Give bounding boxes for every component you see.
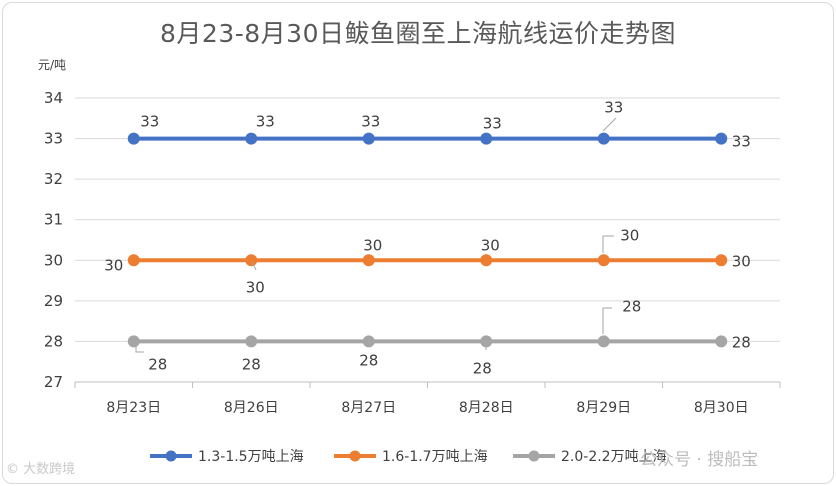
legend-label: 2.0-2.2万吨上海 bbox=[561, 449, 667, 465]
data-label: 30 bbox=[481, 236, 500, 254]
y-tick-label: 34 bbox=[44, 89, 63, 107]
y-tick-label: 33 bbox=[44, 130, 63, 148]
y-tick-label: 31 bbox=[44, 211, 63, 229]
data-point bbox=[597, 254, 610, 267]
data-label: 28 bbox=[359, 351, 378, 369]
y-tick-label: 29 bbox=[44, 292, 63, 310]
label-leader-line bbox=[602, 235, 614, 253]
watermark-left: © 大数跨境 bbox=[6, 462, 76, 477]
data-point bbox=[362, 335, 375, 348]
x-tick-label: 8月29日 bbox=[576, 400, 631, 416]
legend-marker bbox=[165, 450, 177, 462]
data-label: 30 bbox=[620, 226, 639, 244]
label-leader-line bbox=[251, 261, 257, 271]
data-label: 33 bbox=[361, 113, 380, 131]
data-label: 33 bbox=[483, 115, 502, 133]
data-point bbox=[715, 335, 728, 348]
data-point bbox=[245, 254, 258, 267]
data-point bbox=[480, 254, 493, 267]
data-label: 30 bbox=[732, 252, 751, 270]
y-axis-unit-label: 元/吨 bbox=[38, 58, 67, 72]
data-label: 30 bbox=[246, 278, 265, 296]
data-label: 28 bbox=[242, 355, 261, 373]
x-tick-label: 8月26日 bbox=[224, 400, 279, 416]
legend-marker bbox=[528, 450, 540, 462]
data-point bbox=[362, 254, 375, 267]
data-label: 33 bbox=[256, 113, 275, 131]
label-leader-line bbox=[602, 307, 612, 334]
data-label: 30 bbox=[104, 256, 123, 274]
data-point bbox=[715, 132, 728, 145]
data-point bbox=[715, 254, 728, 267]
x-tick-label: 8月27日 bbox=[341, 400, 396, 416]
data-point bbox=[362, 132, 375, 145]
legend-marker bbox=[349, 450, 361, 462]
x-tick-label: 8月30日 bbox=[694, 400, 749, 416]
y-tick-label: 30 bbox=[44, 251, 63, 269]
data-point bbox=[127, 254, 140, 267]
label-leader-line bbox=[135, 344, 144, 353]
x-tick-label: 8月28日 bbox=[459, 400, 514, 416]
y-tick-label: 32 bbox=[44, 170, 63, 188]
legend-label: 1.6-1.7万吨上海 bbox=[382, 449, 488, 465]
label-leader-line bbox=[602, 117, 617, 132]
data-point bbox=[597, 132, 610, 145]
data-point bbox=[245, 335, 258, 348]
data-label: 28 bbox=[148, 355, 167, 373]
data-label: 33 bbox=[140, 113, 159, 131]
legend-label: 1.3-1.5万吨上海 bbox=[198, 449, 304, 465]
y-tick-label: 28 bbox=[44, 332, 63, 350]
y-tick-label: 27 bbox=[44, 373, 63, 391]
data-point bbox=[127, 335, 140, 348]
data-label: 30 bbox=[363, 236, 382, 254]
watermark-right: 公众号 · 搜船宝 bbox=[640, 450, 759, 470]
data-label: 33 bbox=[732, 133, 751, 151]
data-label: 33 bbox=[604, 99, 623, 117]
data-point bbox=[127, 132, 140, 145]
data-point bbox=[597, 335, 610, 348]
data-point bbox=[480, 132, 493, 145]
x-tick-label: 8月23日 bbox=[106, 400, 161, 416]
data-point bbox=[245, 132, 258, 145]
chart-title: 8月23-8月30日鲅鱼圈至上海航线运价走势图 bbox=[160, 19, 676, 48]
data-label: 28 bbox=[622, 297, 641, 315]
data-label: 28 bbox=[473, 359, 492, 377]
data-label: 28 bbox=[732, 333, 751, 351]
